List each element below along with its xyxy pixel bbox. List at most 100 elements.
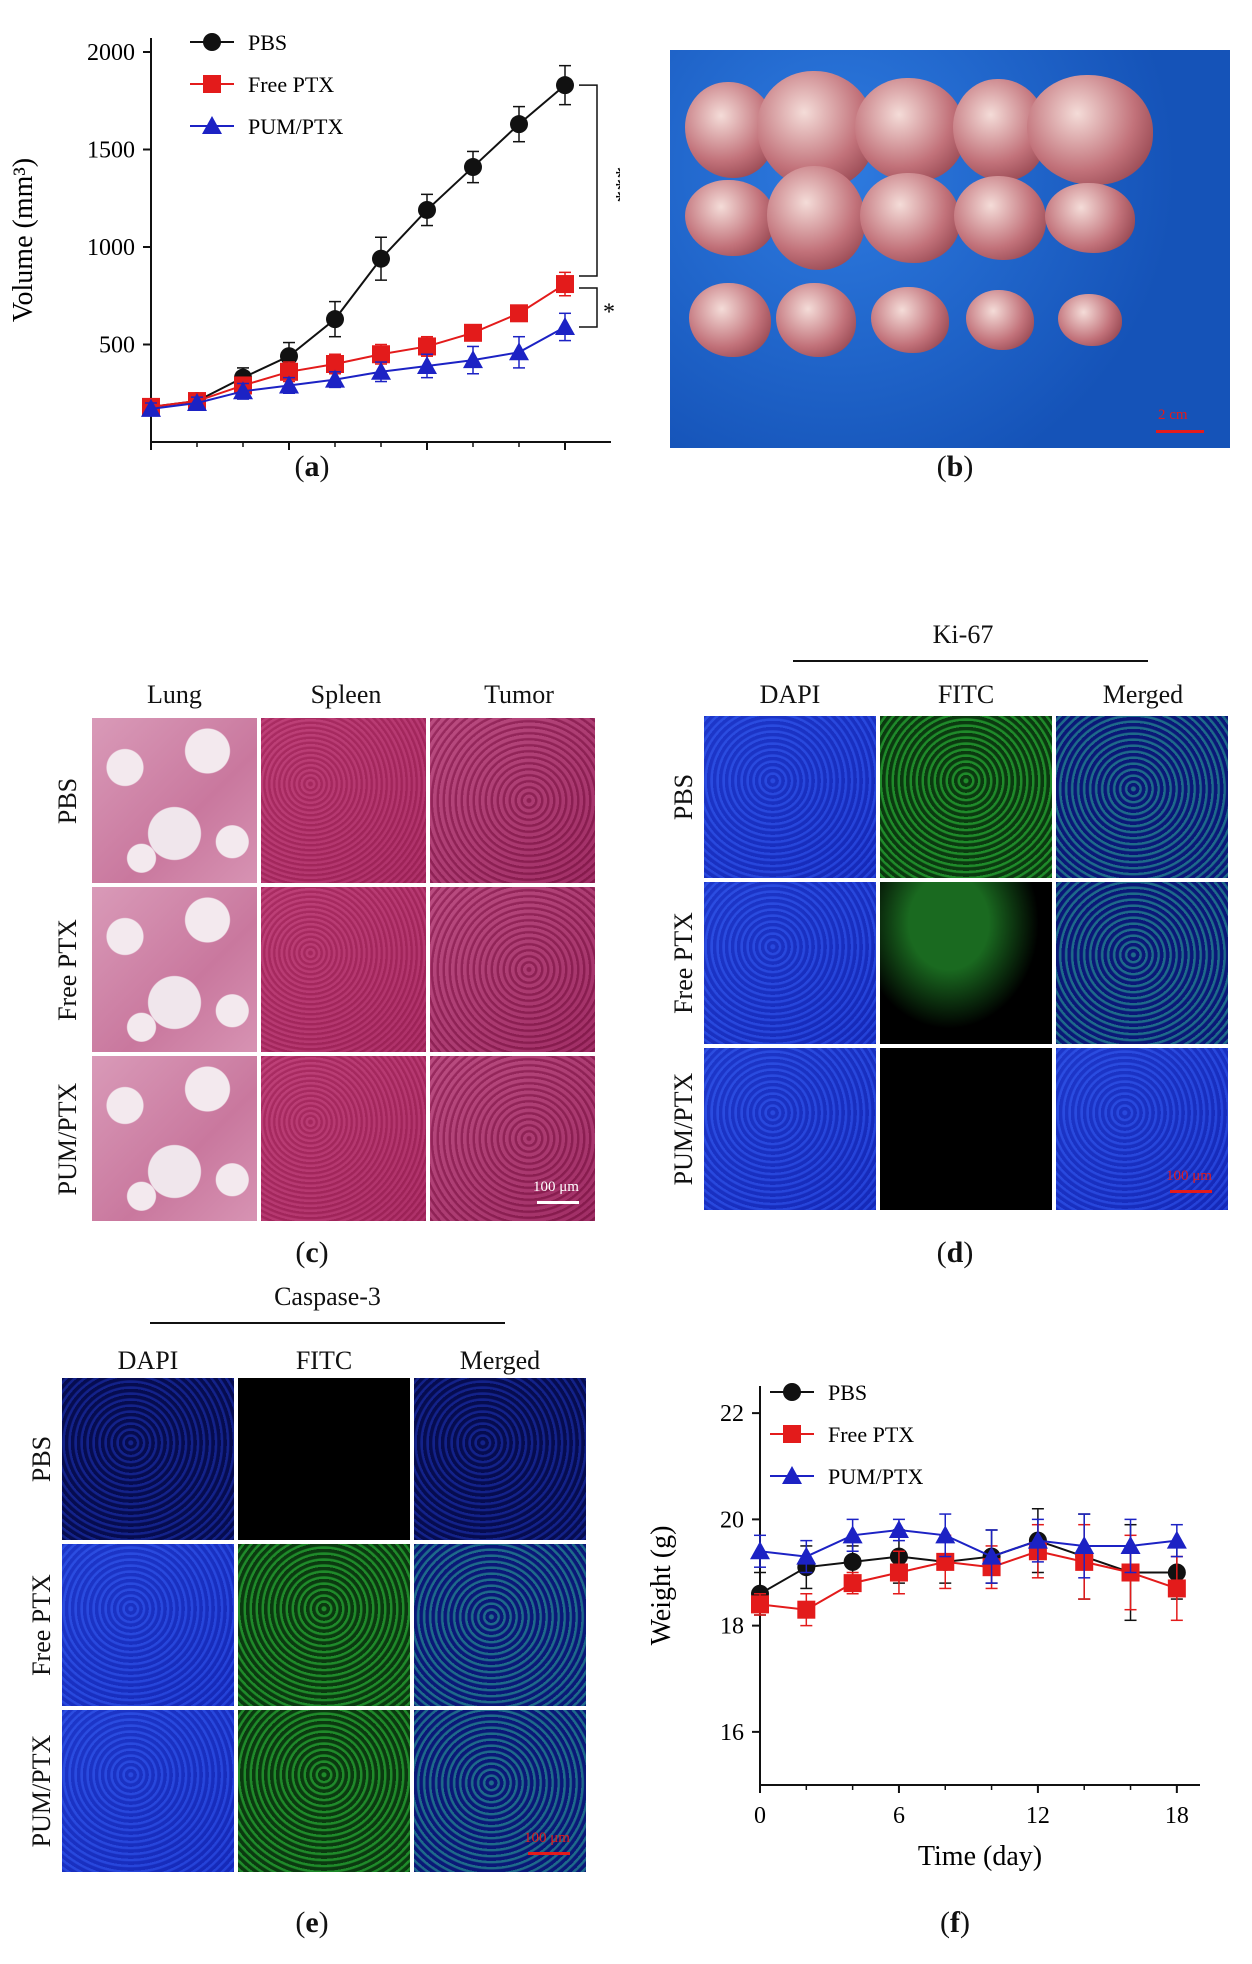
- legend-label-pbs: PBS: [248, 30, 287, 55]
- legend-marker-pbs: [783, 1383, 801, 1401]
- y-tick-label: 22: [720, 1401, 744, 1427]
- data-point-free-ptx: [797, 1600, 816, 1619]
- histology-col-tumor: Tumor: [484, 680, 554, 709]
- series-line-free-ptx: [150, 283, 566, 408]
- micrograph-free-ptx-fitc: [238, 1544, 410, 1706]
- micrograph-free-ptx-lung: [92, 887, 257, 1052]
- micrograph-pbs-tumor: [430, 718, 595, 883]
- micrograph-scale-text: 100 μm: [524, 1830, 570, 1846]
- caspase3-title: Caspase-3: [274, 1282, 381, 1311]
- tumor-specimen: [685, 180, 775, 256]
- panel-label-e: (e): [295, 1906, 329, 1939]
- caspase3-grid: PBS Free PTX PUM/PTX 100 μm: [0, 1378, 600, 1888]
- micrograph-pbs-merged: [1056, 716, 1228, 878]
- data-point-pum-ptx: [1166, 1530, 1187, 1549]
- data-point-pbs: [556, 76, 574, 95]
- data-point-pum-ptx: [796, 1546, 817, 1565]
- micrograph-pum-ptx-lung: [92, 1056, 257, 1221]
- tumor-specimen: [954, 176, 1046, 260]
- caspase3-col-dapi: DAPI: [117, 1346, 179, 1375]
- ki67-title: Ki-67: [932, 620, 994, 649]
- data-point-pum-ptx: [1074, 1535, 1095, 1554]
- data-point-pum-ptx: [279, 375, 299, 394]
- panel-label-d: (d): [936, 1236, 974, 1269]
- data-point-free-ptx: [889, 1563, 908, 1582]
- row-label-pum-ptx: PUM/PTX: [27, 1734, 56, 1848]
- tumor-photo: 2 cm: [670, 50, 1230, 448]
- data-point-pbs: [843, 1552, 862, 1571]
- micrograph-free-ptx-fitc: [880, 882, 1052, 1044]
- series-line-pum-ptx: [150, 326, 566, 410]
- legend-label-free-ptx: Free PTX: [828, 1422, 914, 1447]
- histology-col-lung: Lung: [147, 680, 202, 709]
- micrograph-scale-text: 100 μm: [533, 1179, 579, 1195]
- micrograph-pum-ptx-merged: [1056, 1048, 1228, 1210]
- panel-label-c: (c): [295, 1236, 329, 1269]
- data-point-pum-ptx: [555, 316, 575, 335]
- data-point-free-ptx: [372, 345, 390, 364]
- tumor-volume-chart: 061218500100015002000Time (day)Volume (m…: [8, 30, 620, 450]
- micrograph-scale-text: 100 μm: [1166, 1168, 1212, 1184]
- row-label-pbs: PBS: [53, 777, 82, 824]
- data-point-pbs: [418, 200, 436, 219]
- row-label-free-ptx: Free PTX: [27, 1574, 56, 1676]
- significance-stars-high: ***: [603, 167, 620, 203]
- data-point-pum-ptx: [141, 398, 161, 417]
- legend-marker-pum-ptx: [782, 1466, 802, 1484]
- micrograph-pum-ptx-spleen: [261, 1056, 426, 1221]
- tumor-specimen: [855, 78, 965, 182]
- data-point-pum-ptx: [233, 381, 253, 400]
- row-label-free-ptx: Free PTX: [669, 912, 698, 1014]
- micrograph-scale-bar: [537, 1201, 579, 1204]
- row-label-pbs: PBS: [669, 773, 698, 821]
- tumor-specimen: [1045, 183, 1135, 253]
- tumor-specimen: [860, 173, 960, 263]
- micrograph-pum-ptx-fitc: [880, 1048, 1052, 1210]
- series-line-free-ptx: [759, 1550, 1178, 1611]
- micrograph-pbs-fitc: [880, 716, 1052, 878]
- x-tick-label: 18: [1165, 1803, 1189, 1829]
- data-point-pbs: [280, 347, 298, 366]
- x-axis-label: Time (day): [918, 1841, 1042, 1872]
- caspase3-col-fitc: FITC: [295, 1346, 353, 1375]
- data-point-pum-ptx: [371, 361, 391, 380]
- legend-marker-pum-ptx: [202, 116, 222, 134]
- micrograph-pbs-dapi: [704, 716, 876, 878]
- tumor-specimen: [1027, 75, 1153, 185]
- data-point-pbs: [326, 310, 344, 329]
- micrograph-pbs-dapi: [62, 1378, 234, 1540]
- caspase3-title-rule: [150, 1322, 505, 1324]
- tumor-specimen: [966, 290, 1034, 350]
- data-point-pbs: [510, 115, 528, 134]
- ki67-title-rule: [793, 660, 1148, 662]
- series-line-pum-ptx: [759, 1528, 1177, 1558]
- y-tick-label: 1000: [87, 235, 135, 261]
- tumor-specimen: [689, 283, 771, 357]
- significance-stars-low: *: [603, 300, 615, 326]
- series-line-pbs: [150, 84, 566, 408]
- series-line-pbs: [759, 1539, 1177, 1595]
- tumor-specimen: [1058, 294, 1122, 346]
- y-axis-label: Volume (mm³): [8, 158, 39, 322]
- data-point-pum-ptx: [750, 1541, 770, 1560]
- significance-bracket-high: [579, 84, 598, 277]
- panel-label-a: (a): [294, 450, 330, 483]
- ki67-grid: PBS Free PTX PUM/PTX 100 μm: [640, 710, 1240, 1220]
- row-label-pum-ptx: PUM/PTX: [669, 1072, 698, 1186]
- data-point-pum-ptx: [509, 342, 529, 361]
- micrograph-pbs-merged: [414, 1378, 586, 1540]
- x-tick-label: 6: [893, 1803, 905, 1829]
- significance-bracket-low: [579, 287, 598, 328]
- x-tick-label: 0: [754, 1803, 766, 1829]
- y-tick-label: 16: [720, 1720, 744, 1746]
- data-point-pum-ptx: [1120, 1535, 1141, 1554]
- y-tick-label: 500: [99, 333, 135, 359]
- legend-marker-pbs: [203, 33, 221, 51]
- y-axis-label: Weight (g): [646, 1526, 677, 1646]
- panel-label-f: (f): [940, 1906, 970, 1939]
- histology-grid: PBS Free PTX PUM/PTX 100 μm: [0, 670, 650, 1230]
- legend-label-free-ptx: Free PTX: [248, 72, 334, 97]
- data-point-pum-ptx: [417, 355, 437, 374]
- x-tick-label: 12: [1026, 1803, 1050, 1829]
- data-point-pum-ptx: [888, 1520, 909, 1538]
